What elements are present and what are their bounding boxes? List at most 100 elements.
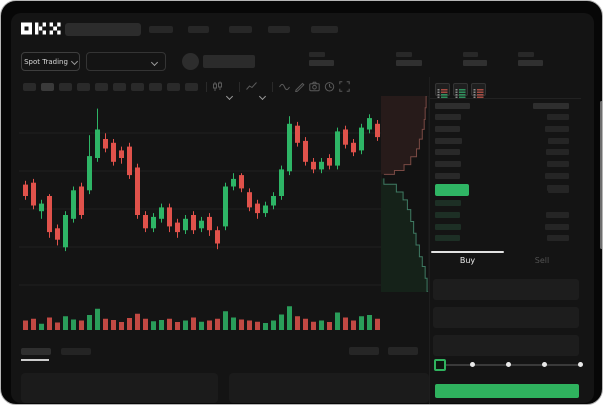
candle (335, 131, 340, 166)
bids-depth-area (381, 178, 429, 292)
candlestick-chart (19, 108, 381, 330)
candle (351, 142, 356, 153)
interval-button[interactable] (113, 83, 126, 91)
pair-selector-dropdown[interactable] (86, 52, 166, 71)
bid-price-bar[interactable] (435, 211, 460, 218)
volume-bar (255, 321, 260, 330)
ask-amount-bar[interactable] (548, 137, 569, 144)
volume-bar (47, 317, 52, 330)
trade-input-field[interactable] (433, 335, 579, 356)
tab-sell[interactable]: Sell (534, 256, 550, 265)
tab-buy[interactable]: Buy (459, 256, 476, 265)
orderbook-header-price (435, 103, 470, 109)
ask-price-bar[interactable] (435, 173, 460, 179)
market-type-dropdown[interactable]: Spot Trading (21, 52, 80, 71)
buy-submit-button[interactable] (435, 384, 579, 398)
candle (215, 230, 220, 244)
positions-panel-placeholder (229, 373, 429, 403)
candle (135, 167, 140, 215)
candle (143, 215, 148, 229)
last-price-badge[interactable] (435, 184, 469, 196)
volume-bar (63, 316, 68, 330)
camera-icon[interactable] (309, 81, 320, 92)
fullscreen-icon[interactable] (339, 81, 350, 92)
ask-price-bar[interactable] (435, 125, 460, 132)
ask-amount-bar[interactable] (547, 161, 569, 168)
okx-logo[interactable] (21, 22, 61, 35)
timer-icon[interactable] (324, 81, 335, 92)
stat-value-placeholder (518, 60, 543, 66)
ask-amount-bar[interactable] (546, 149, 569, 156)
volume-bar (175, 322, 180, 330)
chevron-down-icon (150, 58, 159, 67)
bid-amount-bar[interactable] (545, 223, 569, 230)
nav-item-placeholder[interactable] (268, 26, 290, 33)
nav-item-placeholder[interactable] (311, 26, 338, 33)
book-combined-icon[interactable] (435, 83, 450, 98)
slider-dot[interactable] (470, 362, 475, 367)
nav-item-placeholder[interactable] (188, 26, 209, 33)
bid-price-bar[interactable] (435, 235, 460, 242)
ask-price-bar[interactable] (435, 161, 461, 168)
interval-button[interactable] (167, 83, 180, 91)
candle (127, 146, 132, 176)
bottom-active-tab-underline (21, 359, 49, 361)
slider-handle[interactable] (434, 359, 446, 371)
bid-price-bar[interactable] (435, 200, 461, 206)
ask-amount-bar[interactable] (547, 114, 569, 120)
candle (87, 156, 92, 191)
last-price-amount-bar (548, 187, 569, 193)
bid-amount-bar[interactable] (547, 235, 569, 242)
candle (343, 129, 348, 145)
candle (311, 161, 316, 170)
candle (223, 186, 228, 227)
book-asks-icon[interactable] (471, 83, 486, 98)
trade-input-field[interactable] (433, 279, 579, 300)
trade-input-field[interactable] (433, 307, 579, 328)
bid-price-bar[interactable] (435, 223, 461, 230)
interval-button[interactable] (95, 83, 108, 91)
volume-bar (79, 320, 84, 330)
interval-button[interactable] (59, 83, 72, 91)
candle (247, 192, 252, 208)
bid-amount-bar[interactable] (546, 211, 569, 218)
line-style-icon[interactable] (279, 81, 290, 92)
slider-dot[interactable] (542, 362, 547, 367)
interval-button[interactable] (77, 83, 90, 91)
slider-dot[interactable] (506, 362, 511, 367)
ask-amount-bar[interactable] (545, 125, 569, 132)
candle (359, 127, 364, 151)
asks-depth-line (383, 96, 427, 175)
volume-bar (335, 312, 340, 330)
nav-item-placeholder[interactable] (149, 26, 173, 33)
chevron-down-icon[interactable] (225, 84, 238, 101)
ask-amount-bar[interactable] (545, 173, 569, 179)
nav-item-placeholder[interactable] (229, 26, 252, 33)
interval-button[interactable] (41, 83, 54, 91)
chevron-down-icon[interactable] (258, 84, 271, 101)
candle (63, 215, 68, 248)
page-scrollbar[interactable] (600, 101, 602, 249)
ask-price-bar[interactable] (435, 137, 462, 144)
range-button[interactable] (388, 347, 418, 355)
interval-button[interactable] (23, 83, 36, 91)
interval-button[interactable] (185, 83, 198, 91)
stat-label-placeholder (463, 52, 478, 57)
market-type-label: Spot Trading (24, 57, 68, 66)
bottom-tab[interactable] (21, 348, 51, 355)
ask-price-bar[interactable] (435, 114, 461, 120)
range-button[interactable] (349, 347, 379, 355)
search-input[interactable] (65, 23, 141, 36)
draw-icon[interactable] (294, 81, 305, 92)
candle-type-icon[interactable] (212, 81, 223, 92)
candle (327, 158, 332, 166)
interval-button[interactable] (149, 83, 162, 91)
candle (303, 140, 308, 162)
interval-button[interactable] (131, 83, 144, 91)
overlay-icon[interactable] (246, 81, 257, 92)
toolbar-divider (239, 82, 240, 92)
bottom-tab[interactable] (61, 348, 91, 355)
slider-dot[interactable] (578, 362, 583, 367)
ask-price-bar[interactable] (435, 149, 460, 156)
book-bids-icon[interactable] (453, 83, 468, 98)
